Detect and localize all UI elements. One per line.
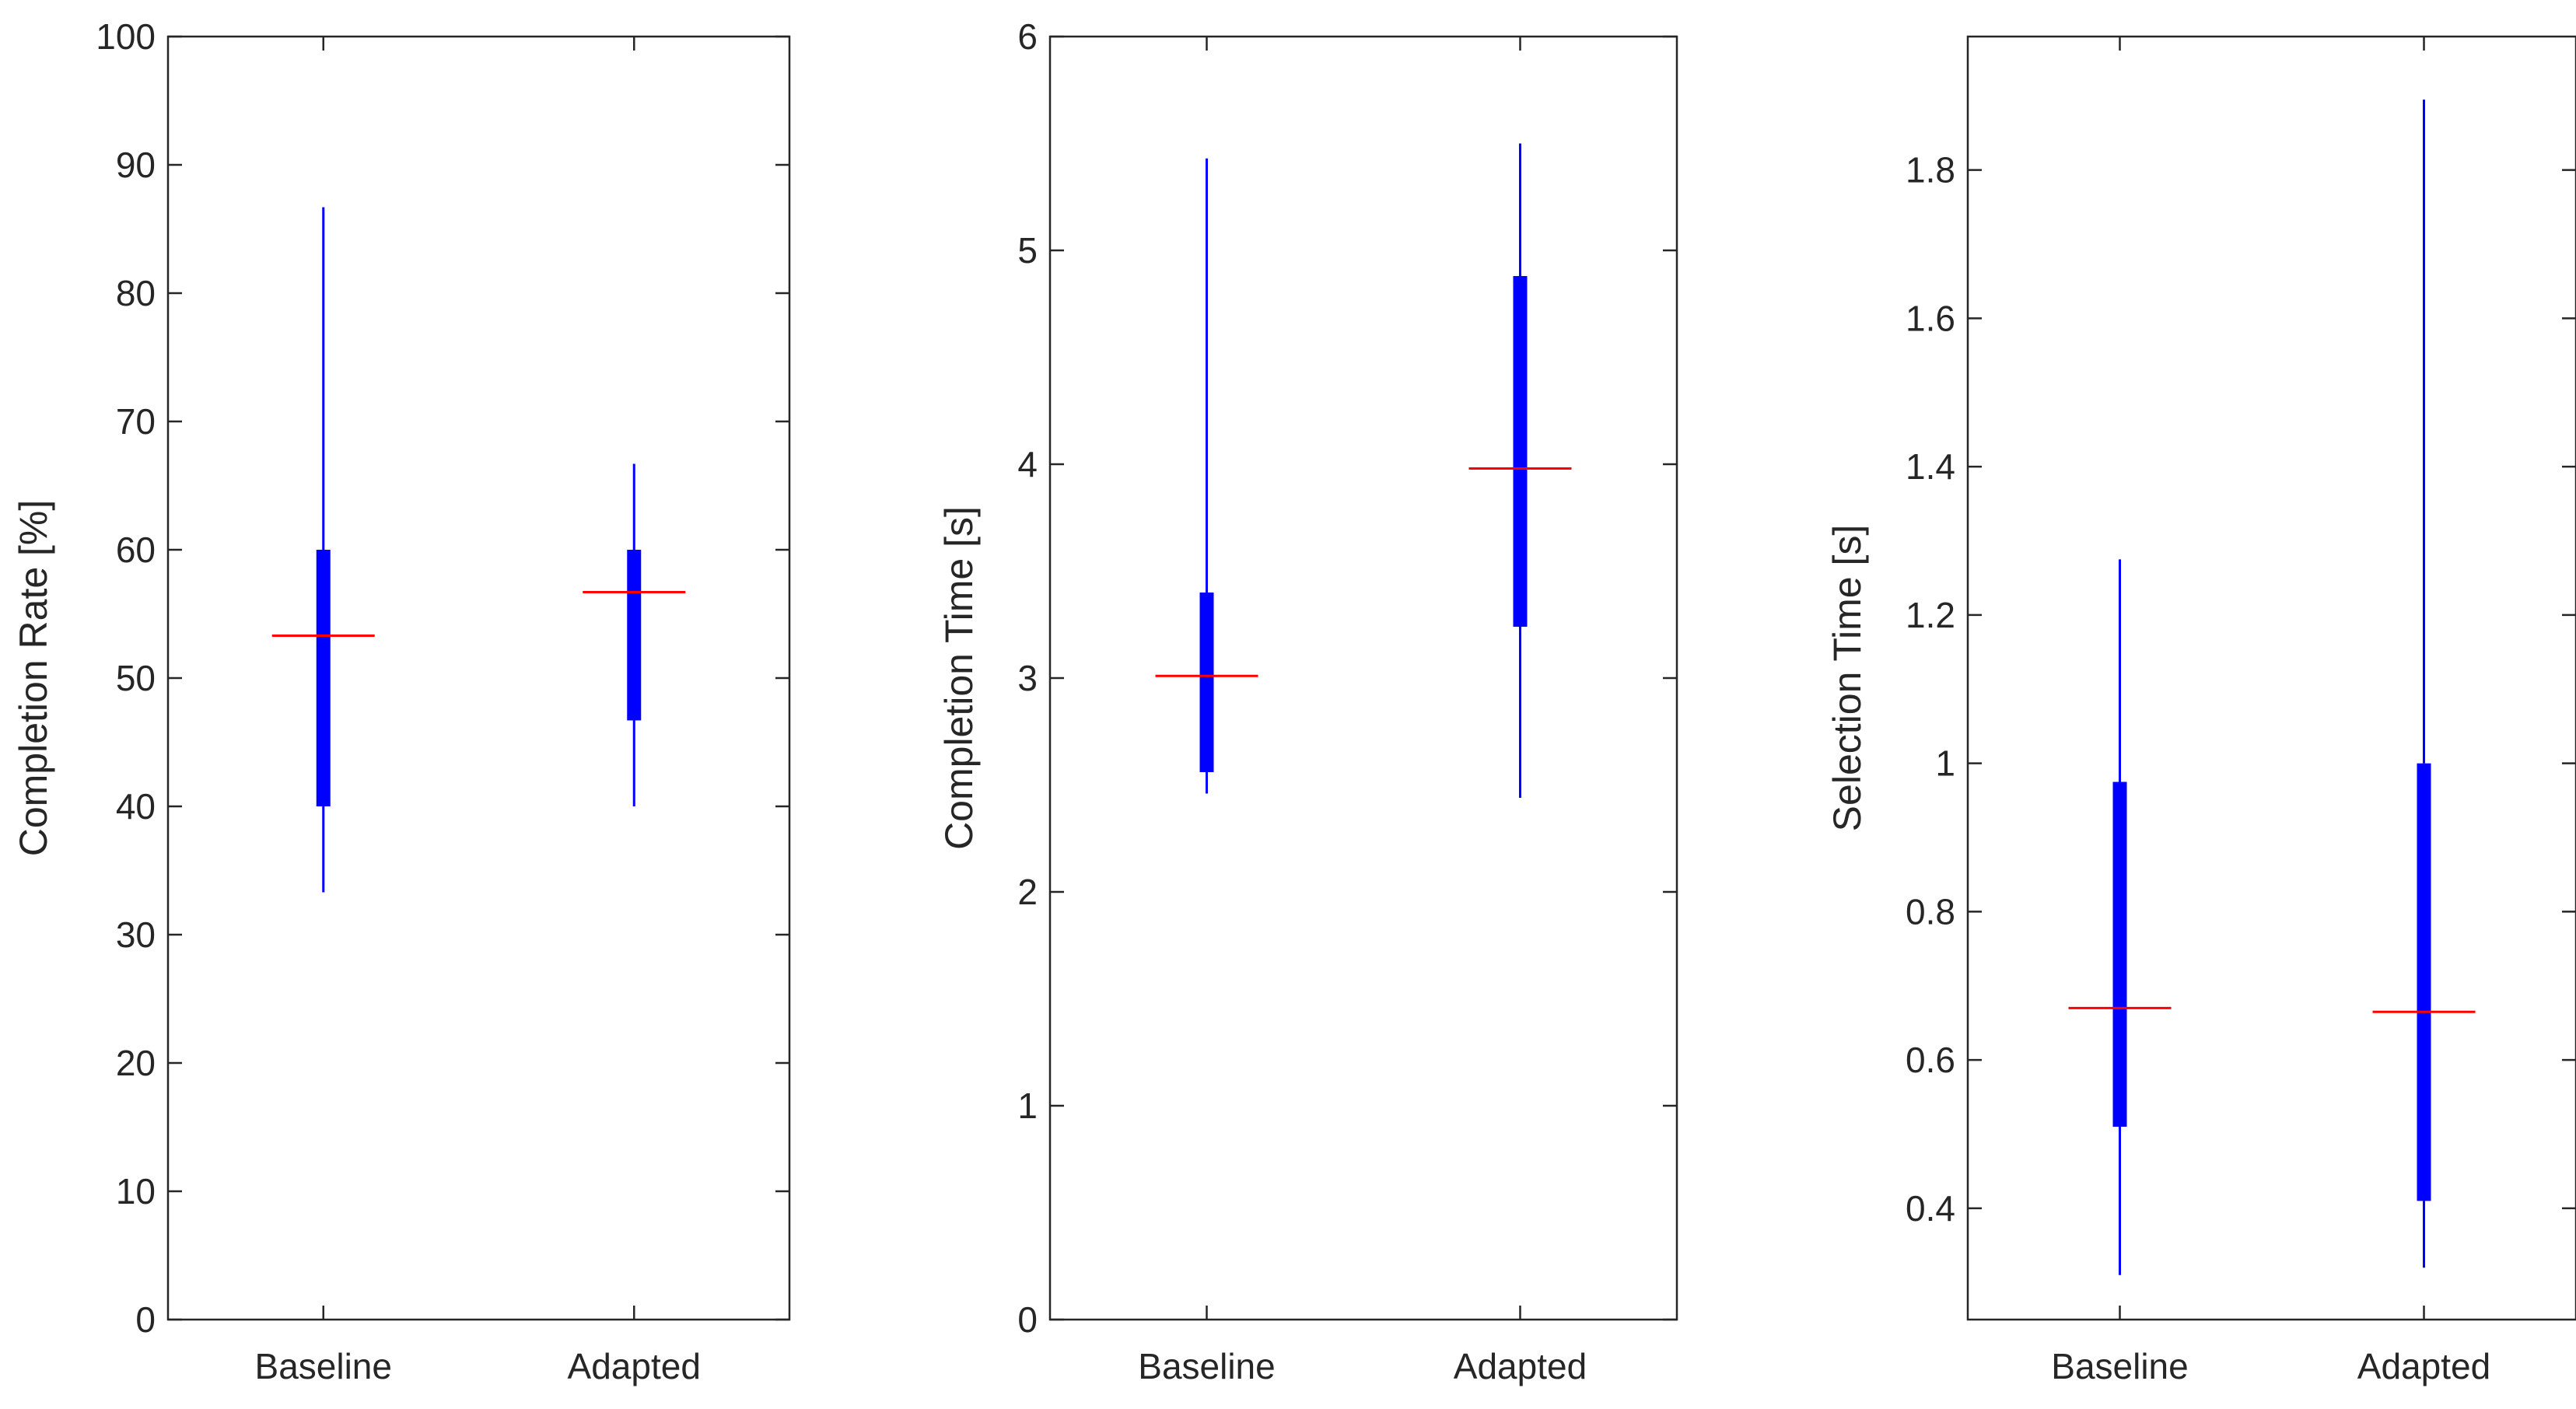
panel-3-ytick-label: 1.6 [1906,298,1955,338]
panel-3-baseline-box [2112,781,2127,1128]
panel-3-xtick-label: Adapted [2357,1346,2490,1386]
panel-2-xtick-label: Baseline [1138,1346,1275,1386]
panel-3-ytick-label: 1.2 [1906,595,1955,635]
panel-2-xtick-label: Adapted [1454,1346,1587,1386]
panel-2-ytick-label: 2 [1017,872,1038,912]
panel-2-ytick-label: 0 [1017,1299,1038,1340]
panel-3-ytick-label: 0.6 [1906,1040,1955,1080]
panel-1-ylabel: Completion Rate [%] [12,500,55,857]
panel-1-xtick-label: Adapted [568,1346,701,1386]
panel-1-ytick-label: 100 [96,16,156,57]
panel-1-adapted-box [627,550,642,721]
panel-3-adapted-box [2417,763,2431,1201]
panel-3-ytick-label: 1.8 [1906,150,1955,191]
panel-1-ytick-label: 50 [116,658,156,698]
panel-2-ytick-label: 6 [1017,16,1038,57]
panel-2-adapted-box [1513,276,1528,627]
panel-2-ylabel: Completion Time [s] [937,506,981,850]
panel-2-ytick-label: 5 [1017,230,1038,271]
panel-3-ytick-label: 0.4 [1906,1188,1955,1229]
panel-1-ytick-label: 90 [116,145,156,185]
panel-1-ytick-label: 0 [135,1299,156,1340]
panel-2-ytick-label: 1 [1017,1086,1038,1126]
panel-1-baseline-box [316,550,331,806]
panel-3-axes-box [1966,35,2576,1321]
panel-2-ytick-label: 3 [1017,658,1038,698]
panel-2-baseline-box [1199,593,1214,772]
panel-3-ytick-label: 0.8 [1906,891,1955,932]
panel-1-ytick-label: 70 [116,401,156,442]
panel-3-ylabel: Selection Time [s] [1825,525,1869,832]
panel-1-ytick-label: 40 [116,786,156,827]
panel-1-xtick-label: Baseline [255,1346,392,1386]
panel-2-ytick-label: 4 [1017,444,1038,484]
panel-3-xtick-label: Baseline [2051,1346,2188,1386]
panel-1-ytick-label: 60 [116,530,156,570]
panel-3-ytick-label: 1.4 [1906,446,1955,487]
panel-1-ytick-label: 30 [116,914,156,955]
panel-1-ytick-label: 80 [116,273,156,313]
panel-1-ytick-label: 20 [116,1043,156,1083]
panel-1-ytick-label: 10 [116,1171,156,1211]
panel-3-ytick-label: 1 [1935,743,1955,784]
